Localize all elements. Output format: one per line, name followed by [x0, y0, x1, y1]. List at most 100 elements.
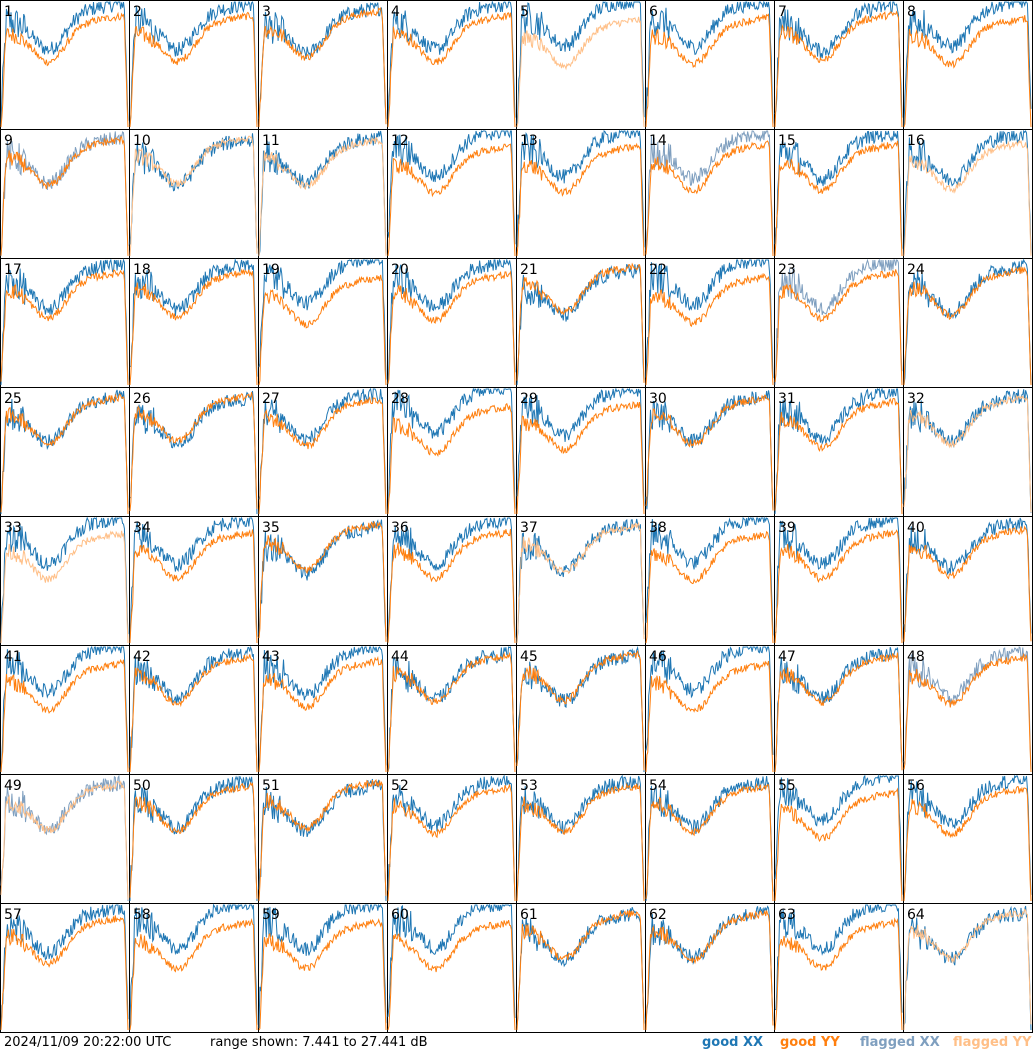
- panel-label: 12: [391, 133, 409, 149]
- series-xx: [774, 130, 903, 249]
- series-yy: [387, 919, 516, 1031]
- series-xx: [387, 258, 516, 385]
- panel-frame: [516, 516, 646, 646]
- series-xx: [0, 516, 129, 644]
- panel-11: 11: [258, 129, 388, 259]
- panel-label: 36: [391, 520, 409, 536]
- series-yy: [645, 530, 774, 644]
- series-yy: [387, 651, 516, 773]
- series-yy: [129, 529, 258, 644]
- panel-43: 43: [258, 645, 388, 775]
- panel-label: 60: [391, 907, 409, 923]
- legend-flagged-xx: flagged XX: [860, 1035, 940, 1050]
- series-yy: [258, 136, 387, 257]
- series-yy: [774, 10, 903, 128]
- series-yy: [774, 140, 903, 257]
- panel-frame: [903, 645, 1033, 775]
- panel-label: 24: [907, 262, 925, 278]
- panel-48: 48: [903, 645, 1033, 775]
- legend-good-yy: good YY: [780, 1035, 840, 1050]
- panel-14: 14: [645, 129, 775, 259]
- panel-18: 18: [129, 258, 259, 388]
- panel-label: 29: [520, 391, 538, 407]
- panel-13: 13: [516, 129, 646, 259]
- series-yy: [387, 784, 516, 902]
- series-yy: [387, 270, 516, 386]
- panel-frame: [774, 258, 904, 388]
- panel-12: 12: [387, 129, 517, 259]
- series-yy: [645, 272, 774, 386]
- panel-20: 20: [387, 258, 517, 388]
- series-yy: [0, 136, 129, 256]
- panel-46: 46: [645, 645, 775, 775]
- panel-16: 16: [903, 129, 1033, 259]
- panel-label: 40: [907, 520, 925, 536]
- panel-label: 45: [520, 649, 538, 665]
- series-xx: [0, 645, 129, 773]
- panel-frame: [258, 645, 388, 775]
- panel-label: 16: [907, 133, 925, 149]
- panel-frame: [774, 903, 904, 1033]
- panel-label: 25: [4, 391, 22, 407]
- panel-55: 55: [774, 774, 904, 904]
- panel-frame: [516, 903, 646, 1033]
- series-yy: [903, 15, 1032, 128]
- panel-frame: [903, 387, 1033, 517]
- legend-flagged-yy: flagged YY: [953, 1035, 1032, 1050]
- panel-label: 27: [262, 391, 280, 407]
- series-yy: [0, 915, 129, 1031]
- range-text: range shown: 7.441 to 27.441 dB: [210, 1035, 428, 1050]
- timestamp: 2024/11/09 20:22:00 UTC: [4, 1035, 172, 1050]
- panel-1: 1: [0, 0, 130, 130]
- series-yy: [258, 918, 387, 1031]
- panel-40: 40: [903, 516, 1033, 646]
- panel-frame: [645, 129, 775, 259]
- panel-62: 62: [645, 903, 775, 1033]
- series-yy: [258, 274, 387, 386]
- series-xx: [903, 0, 1032, 127]
- series-xx: [387, 387, 516, 515]
- panel-frame: [258, 129, 388, 259]
- series-xx: [774, 517, 903, 639]
- panel-58: 58: [129, 903, 259, 1033]
- panel-label: 32: [907, 391, 925, 407]
- series-yy: [774, 787, 903, 902]
- panel-frame: [258, 0, 388, 130]
- series-yy: [645, 13, 774, 128]
- panel-frame: [0, 129, 130, 259]
- series-yy: [0, 11, 129, 128]
- panel-21: 21: [516, 258, 646, 388]
- panel-4: 4: [387, 0, 517, 130]
- series-yy: [129, 917, 258, 1031]
- series-xx: [129, 133, 258, 249]
- panel-2: 2: [129, 0, 259, 130]
- series-xx: [387, 517, 516, 643]
- series-yy: [258, 778, 387, 902]
- panel-54: 54: [645, 774, 775, 904]
- series-yy: [516, 650, 645, 771]
- panel-frame: [774, 645, 904, 775]
- panel-frame: [516, 387, 646, 517]
- panel-50: 50: [129, 774, 259, 904]
- panel-label: 63: [778, 907, 796, 923]
- legend-good-xx: good XX: [702, 1035, 764, 1050]
- series-yy: [903, 652, 1032, 773]
- series-yy: [645, 782, 774, 902]
- panel-frame: [645, 387, 775, 517]
- series-xx: [774, 387, 903, 515]
- series-xx: [258, 645, 387, 772]
- panel-frame: [516, 0, 646, 130]
- panel-label: 41: [4, 649, 22, 665]
- series-yy: [516, 909, 645, 1031]
- panel-label: 13: [520, 133, 538, 149]
- series-yy: [387, 528, 516, 644]
- panel-label: 48: [907, 649, 925, 665]
- panel-label: 31: [778, 391, 796, 407]
- series-yy: [0, 658, 129, 773]
- series-xx: [129, 645, 258, 772]
- panel-label: 19: [262, 262, 280, 278]
- panel-label: 9: [4, 133, 13, 149]
- panel-22: 22: [645, 258, 775, 388]
- panel-label: 26: [133, 391, 151, 407]
